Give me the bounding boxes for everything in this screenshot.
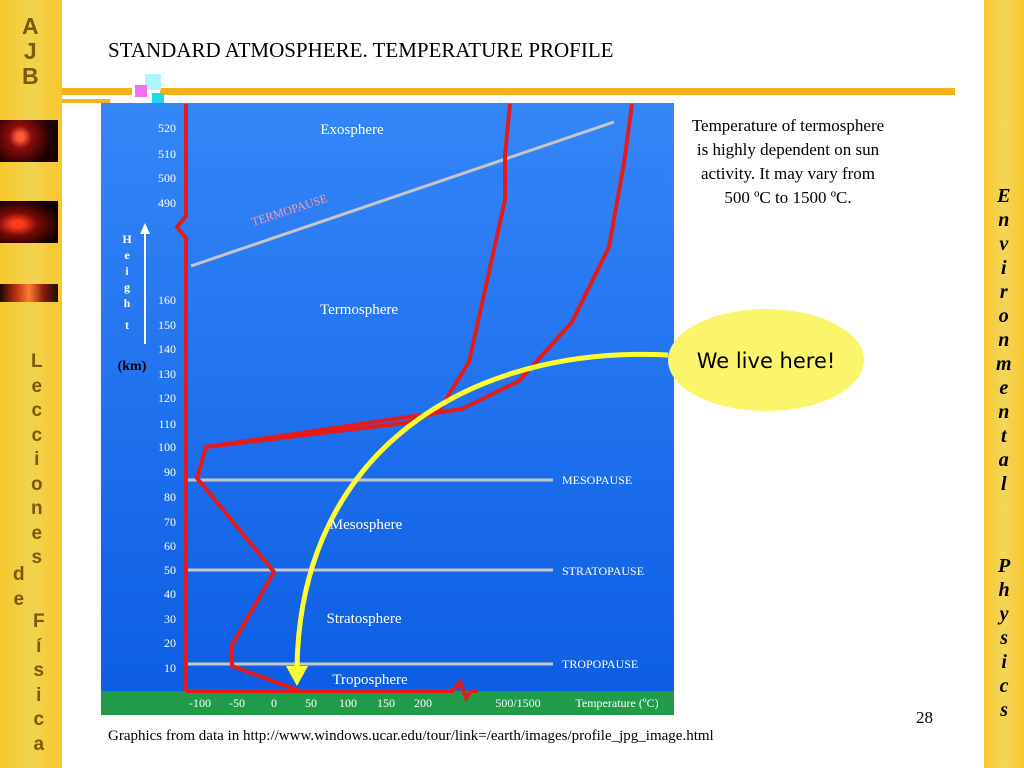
thumbnail-image-2: [0, 201, 58, 243]
height-label-g: g: [124, 280, 130, 294]
mesopause-label: MESOPAUSE: [562, 473, 632, 487]
termosphere-note: Temperature of termosphere is highly dep…: [691, 116, 885, 207]
chart-sky-background: [101, 103, 674, 715]
x-tick-50: 50: [305, 696, 317, 710]
height-label-t: t: [125, 318, 129, 332]
layer-stratosphere: Stratosphere: [327, 611, 402, 627]
decor-square-blue: [152, 93, 164, 105]
y-tick-510: 510: [158, 147, 176, 161]
chart-ground: [101, 691, 674, 715]
temperature-curve-hot: [205, 103, 634, 449]
callout-bubble: [668, 309, 864, 411]
x-tick-minus50: -50: [229, 696, 245, 710]
y-tick-150: 150: [158, 318, 176, 332]
height-label-h: H: [122, 232, 132, 246]
y-tick-500: 500: [158, 171, 176, 185]
x-tick-150: 150: [377, 696, 395, 710]
upper-band-highlight: [184, 169, 661, 185]
y-tick-30: 30: [164, 612, 176, 626]
termopause-line: [190, 120, 615, 268]
we-live-here-arrowhead: [286, 666, 308, 686]
y-tick-10: 10: [164, 661, 176, 675]
title-rule-lower: [62, 99, 110, 103]
credits-text: Graphics from data in http://www.windows…: [108, 728, 714, 744]
we-live-here-arrow: [294, 351, 669, 669]
decor-square-pink: [135, 85, 147, 97]
sidebar-course-title: L e c c i o n e s: [31, 351, 43, 568]
height-axis-arrow-head: [140, 223, 150, 234]
layer-termosphere: Termosphere: [320, 302, 398, 318]
height-units: (km): [118, 359, 147, 374]
y-tick-20: 20: [164, 636, 176, 650]
y-tick-130: 130: [158, 367, 176, 381]
layer-troposphere: Troposphere: [332, 672, 408, 688]
x-tick-0: 0: [271, 696, 277, 710]
temperature-curve-main: [174, 104, 188, 691]
y-tick-40: 40: [164, 587, 176, 601]
layer-exosphere: Exosphere: [320, 122, 384, 138]
sidebar-physics: P h y s i c s: [998, 555, 1011, 721]
callout-text: We live here!: [697, 349, 836, 373]
x-axis-label: Temperature (ºC): [575, 696, 658, 710]
y-tick-70: 70: [164, 515, 176, 529]
sidebar-environmental: E n v i r o n m e n t a l: [996, 185, 1012, 495]
y-tick-50: 50: [164, 563, 176, 577]
y-tick-520: 520: [158, 121, 176, 135]
x-tick-minus100: -100: [189, 696, 211, 710]
x-tick-break: 500/1500: [495, 696, 540, 710]
sidebar-fisica: F í s i c a: [33, 611, 45, 755]
x-tick-200: 200: [414, 696, 432, 710]
tropopause-label: TROPOPAUSE: [562, 657, 638, 671]
y-tick-110: 110: [158, 417, 176, 431]
title-rule-top: [62, 88, 132, 95]
right-sidebar: [984, 0, 1024, 768]
decor-square-cyan: [145, 74, 161, 90]
thumbnail-image-1: [0, 120, 58, 162]
y-tick-120: 120: [158, 391, 176, 405]
axis-break-zigzag: [300, 678, 478, 703]
height-label-i: i: [125, 264, 129, 278]
y-tick-60: 60: [164, 539, 176, 553]
x-tick-100: 100: [339, 696, 357, 710]
logo-ajb: A J B: [22, 13, 39, 89]
y-tick-160: 160: [158, 293, 176, 307]
temperature-curve-lower: [186, 103, 512, 693]
y-tick-100: 100: [158, 440, 176, 454]
y-tick-90: 90: [164, 465, 176, 479]
y-tick-490: 490: [158, 196, 176, 210]
height-label-e: e: [124, 248, 130, 262]
thumbnail-image-3: [0, 284, 58, 302]
sidebar-de: d e: [13, 564, 25, 610]
height-label-h2: h: [124, 296, 131, 310]
layer-mesosphere: Mesosphere: [330, 517, 403, 533]
title-rule-main: [160, 88, 955, 95]
page-number: 28: [916, 708, 933, 727]
slide-title: STANDARD ATMOSPHERE. TEMPERATURE PROFILE: [108, 38, 614, 62]
y-tick-80: 80: [164, 490, 176, 504]
stratopause-label: STRATOPAUSE: [562, 564, 644, 578]
y-tick-140: 140: [158, 342, 176, 356]
